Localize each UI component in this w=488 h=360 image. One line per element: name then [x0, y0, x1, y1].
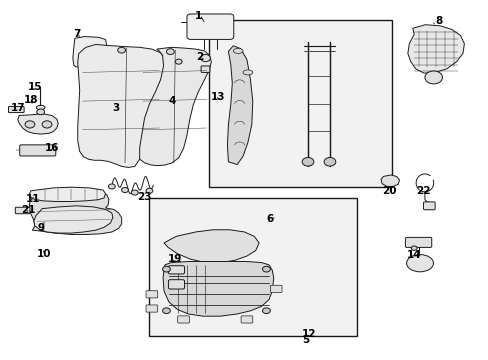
Circle shape [108, 184, 115, 189]
FancyBboxPatch shape [168, 280, 184, 289]
FancyBboxPatch shape [405, 237, 431, 247]
FancyBboxPatch shape [146, 291, 158, 298]
Polygon shape [407, 25, 464, 73]
Polygon shape [227, 46, 252, 165]
Text: 17: 17 [10, 103, 25, 113]
Ellipse shape [233, 48, 243, 53]
Text: 18: 18 [24, 95, 39, 105]
Text: 22: 22 [415, 186, 430, 197]
Ellipse shape [243, 70, 252, 75]
Text: 5: 5 [302, 334, 308, 345]
Circle shape [175, 59, 182, 64]
Ellipse shape [406, 255, 432, 272]
FancyBboxPatch shape [186, 14, 233, 40]
Text: 23: 23 [137, 192, 151, 202]
Polygon shape [18, 114, 58, 134]
Text: 2: 2 [195, 52, 203, 62]
Circle shape [118, 47, 125, 53]
Polygon shape [73, 37, 108, 78]
Text: 11: 11 [26, 194, 41, 204]
Polygon shape [29, 187, 105, 202]
Text: 10: 10 [37, 248, 52, 258]
FancyBboxPatch shape [146, 305, 158, 312]
Text: 21: 21 [21, 206, 36, 216]
Ellipse shape [36, 105, 45, 110]
FancyBboxPatch shape [241, 316, 252, 323]
FancyBboxPatch shape [270, 285, 282, 292]
Circle shape [302, 157, 313, 166]
FancyBboxPatch shape [177, 316, 189, 323]
Circle shape [162, 308, 170, 314]
Circle shape [122, 188, 128, 193]
Circle shape [200, 54, 210, 62]
Polygon shape [140, 47, 211, 166]
FancyBboxPatch shape [8, 107, 24, 113]
FancyBboxPatch shape [423, 202, 434, 210]
Circle shape [262, 308, 270, 314]
Polygon shape [380, 175, 399, 186]
Text: 19: 19 [167, 254, 182, 264]
Polygon shape [163, 261, 273, 316]
Circle shape [324, 157, 335, 166]
Circle shape [410, 246, 416, 250]
Bar [208, 21, 391, 187]
Circle shape [166, 49, 174, 54]
Text: 6: 6 [266, 215, 273, 224]
Circle shape [262, 266, 270, 272]
Text: 13: 13 [210, 92, 224, 102]
Circle shape [42, 121, 52, 128]
Polygon shape [163, 230, 259, 262]
Circle shape [146, 188, 153, 193]
Polygon shape [29, 188, 122, 234]
Text: 1: 1 [194, 11, 202, 21]
Circle shape [131, 190, 138, 195]
Circle shape [25, 121, 35, 128]
FancyBboxPatch shape [20, 145, 56, 156]
Circle shape [424, 71, 442, 84]
Polygon shape [34, 206, 113, 233]
FancyBboxPatch shape [15, 207, 30, 214]
Text: 16: 16 [44, 143, 59, 153]
Text: 15: 15 [27, 82, 42, 93]
Text: 20: 20 [381, 186, 396, 196]
Text: 8: 8 [435, 17, 442, 27]
Text: 7: 7 [73, 29, 80, 39]
FancyBboxPatch shape [168, 266, 184, 274]
Polygon shape [78, 44, 165, 167]
Text: 4: 4 [168, 96, 176, 106]
Text: 12: 12 [302, 329, 316, 339]
Text: 9: 9 [37, 224, 44, 233]
FancyBboxPatch shape [201, 66, 209, 72]
Circle shape [162, 266, 170, 272]
Text: 14: 14 [406, 250, 420, 260]
Circle shape [37, 109, 44, 115]
Bar [149, 198, 356, 336]
Text: 3: 3 [112, 103, 119, 113]
